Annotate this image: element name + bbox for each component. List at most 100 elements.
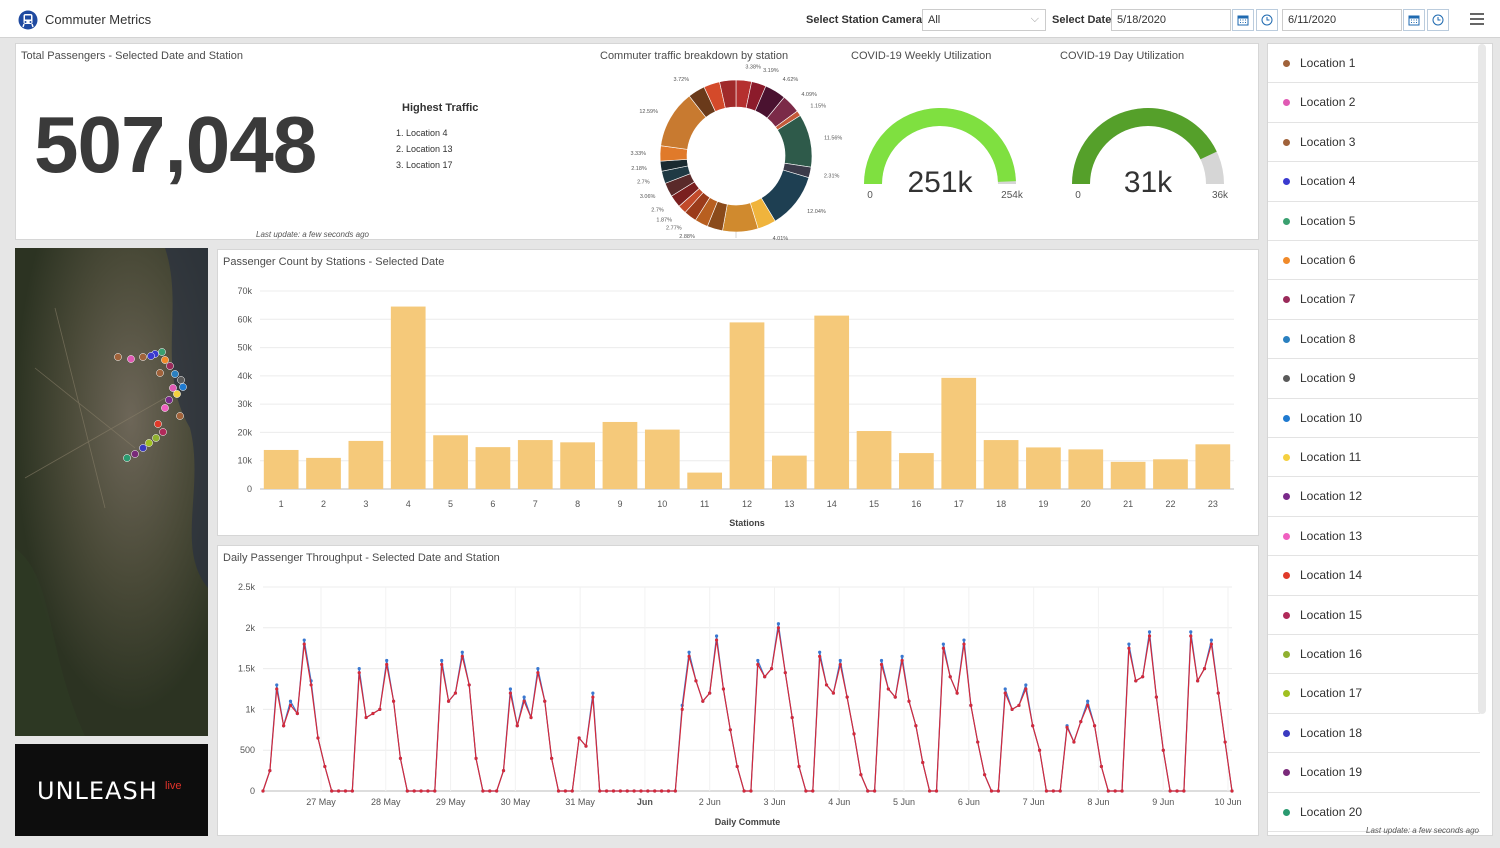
data-point[interactable]: [921, 760, 925, 765]
bar[interactable]: [306, 457, 341, 489]
data-point[interactable]: [275, 687, 279, 691]
station-marker[interactable]: [165, 396, 173, 404]
data-point[interactable]: [508, 687, 513, 691]
data-point[interactable]: [680, 707, 684, 711]
data-point[interactable]: [955, 691, 959, 695]
sidebar-item-location-6[interactable]: Location 6: [1268, 241, 1480, 281]
data-point[interactable]: [1141, 675, 1145, 679]
sidebar-item-location-3[interactable]: Location 3: [1268, 123, 1480, 163]
data-point[interactable]: [742, 789, 746, 793]
data-point[interactable]: [343, 789, 348, 793]
data-point[interactable]: [330, 789, 334, 793]
data-point[interactable]: [323, 764, 327, 769]
data-point[interactable]: [605, 789, 609, 793]
data-point[interactable]: [1147, 630, 1152, 634]
data-point[interactable]: [433, 789, 437, 793]
data-point[interactable]: [776, 622, 781, 626]
data-point[interactable]: [543, 699, 547, 703]
bar[interactable]: [814, 315, 850, 489]
station-marker[interactable]: [179, 383, 187, 391]
donut-slice[interactable]: [719, 79, 737, 109]
data-point[interactable]: [1010, 707, 1014, 711]
data-point[interactable]: [1189, 634, 1193, 638]
data-point[interactable]: [385, 658, 389, 663]
data-point[interactable]: [591, 695, 595, 699]
data-point[interactable]: [914, 724, 918, 728]
data-point[interactable]: [1209, 642, 1213, 646]
data-point[interactable]: [804, 789, 808, 793]
data-point[interactable]: [611, 789, 616, 793]
data-point[interactable]: [1120, 789, 1124, 793]
data-point[interactable]: [1175, 789, 1179, 793]
sidebar-item-location-5[interactable]: Location 5: [1268, 202, 1480, 241]
station-marker[interactable]: [176, 412, 184, 420]
data-point[interactable]: [295, 711, 299, 716]
data-point[interactable]: [426, 789, 430, 793]
sidebar-item-location-2[interactable]: Location 2: [1268, 83, 1480, 123]
station-marker[interactable]: [145, 439, 153, 447]
data-point[interactable]: [687, 650, 691, 654]
bar[interactable]: [899, 453, 934, 489]
bar[interactable]: [1153, 459, 1188, 489]
data-point[interactable]: [357, 667, 361, 671]
sidebar-item-location-19[interactable]: Location 19: [1268, 753, 1480, 793]
data-point[interactable]: [1161, 748, 1165, 752]
data-point[interactable]: [1147, 634, 1152, 638]
data-point[interactable]: [1024, 683, 1028, 687]
data-point[interactable]: [288, 703, 293, 707]
data-point[interactable]: [405, 789, 409, 793]
data-point[interactable]: [714, 638, 719, 642]
data-point[interactable]: [378, 707, 382, 711]
data-point[interactable]: [481, 789, 485, 793]
data-point[interactable]: [941, 642, 945, 646]
sidebar-item-location-4[interactable]: Location 4: [1268, 162, 1480, 202]
sidebar-item-location-14[interactable]: Location 14: [1268, 556, 1480, 596]
data-point[interactable]: [1127, 642, 1131, 646]
data-point[interactable]: [371, 711, 375, 716]
data-point[interactable]: [282, 724, 286, 728]
data-point[interactable]: [852, 732, 856, 736]
sidebar-item-location-18[interactable]: Location 18: [1268, 714, 1480, 754]
data-point[interactable]: [398, 756, 403, 760]
station-marker[interactable]: [166, 362, 174, 370]
station-marker[interactable]: [131, 450, 139, 458]
data-point[interactable]: [756, 662, 760, 667]
end-time-button[interactable]: [1427, 9, 1449, 31]
bar[interactable]: [390, 306, 426, 489]
data-point[interactable]: [1037, 748, 1042, 752]
data-point[interactable]: [440, 662, 444, 667]
station-marker[interactable]: [147, 352, 155, 360]
data-point[interactable]: [1202, 667, 1207, 671]
sidebar-item-location-20[interactable]: Location 20: [1268, 793, 1480, 832]
data-point[interactable]: [769, 667, 774, 671]
data-point[interactable]: [866, 789, 870, 793]
data-point[interactable]: [673, 789, 677, 793]
bar[interactable]: [729, 322, 765, 489]
data-point[interactable]: [1127, 646, 1131, 650]
data-point[interactable]: [763, 675, 767, 679]
data-point[interactable]: [1106, 789, 1110, 793]
data-point[interactable]: [701, 699, 705, 703]
start-time-button[interactable]: [1256, 9, 1278, 31]
data-point[interactable]: [728, 728, 732, 732]
data-point[interactable]: [1182, 789, 1186, 793]
data-point[interactable]: [1079, 720, 1083, 724]
data-point[interactable]: [391, 699, 396, 703]
data-point[interactable]: [1134, 679, 1138, 683]
data-point[interactable]: [501, 769, 506, 773]
hamburger-menu-icon[interactable]: [1468, 10, 1486, 28]
data-point[interactable]: [687, 654, 691, 658]
data-point[interactable]: [536, 671, 540, 675]
data-point[interactable]: [941, 646, 945, 650]
data-point[interactable]: [1003, 691, 1007, 695]
data-point[interactable]: [1003, 687, 1007, 691]
bar[interactable]: [433, 435, 468, 489]
data-point[interactable]: [928, 789, 932, 793]
data-point[interactable]: [536, 667, 540, 671]
data-point[interactable]: [412, 789, 416, 793]
data-point[interactable]: [261, 789, 265, 793]
bar[interactable]: [644, 429, 680, 489]
data-point[interactable]: [268, 769, 272, 773]
data-point[interactable]: [948, 675, 952, 679]
data-point[interactable]: [1216, 691, 1220, 695]
